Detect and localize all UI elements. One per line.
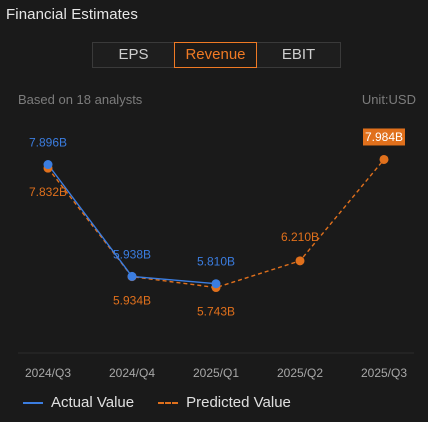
actual-value-label: 5.938B: [113, 247, 151, 261]
page-title: Financial Estimates: [6, 6, 138, 23]
legend: Actual Value Predicted Value: [23, 394, 315, 411]
x-tick-label: 2025/Q1: [193, 366, 239, 380]
metric-tabs: EPS Revenue EBIT: [92, 42, 341, 68]
x-tick-label: 2024/Q4: [109, 366, 155, 380]
tab-ebit[interactable]: EBIT: [256, 42, 341, 68]
actual-line-swatch: [23, 401, 43, 404]
revenue-chart: 2024/Q3 2024/Q4 2025/Q1 2025/Q2 2025/Q3 7.832…: [18, 128, 414, 380]
predicted-value-label: 5.934B: [113, 294, 151, 308]
legend-predicted-label: Predicted Value: [186, 394, 291, 411]
actual-value-label: 5.810B: [197, 255, 235, 269]
x-tick-label: 2025/Q3: [361, 366, 407, 380]
actual-value-label: 7.896B: [29, 136, 67, 150]
predicted-point: [295, 256, 305, 266]
legend-actual[interactable]: Actual Value: [23, 394, 134, 411]
legend-predicted[interactable]: Predicted Value: [158, 394, 291, 411]
x-tick-label: 2025/Q2: [277, 366, 323, 380]
predicted-value-label: 7.984B: [365, 130, 403, 144]
analyst-count: Based on 18 analysts: [18, 92, 143, 107]
tab-revenue[interactable]: Revenue: [174, 42, 257, 68]
predicted-highlight-badge: [363, 128, 405, 146]
predicted-value-label: 6.210B: [281, 230, 319, 244]
predicted-series-line: [47, 159, 385, 289]
predicted-point: [379, 154, 389, 164]
actual-point: [211, 279, 221, 289]
actual-point: [127, 271, 137, 281]
legend-actual-label: Actual Value: [51, 394, 135, 411]
actual-series-line: [47, 164, 217, 285]
predicted-value-label: 5.743B: [197, 305, 235, 319]
x-tick-label: 2024/Q3: [25, 366, 71, 380]
predicted-value-label: 7.832B: [29, 185, 67, 199]
actual-point: [43, 160, 53, 170]
unit-label: Unit:USD: [361, 92, 416, 107]
predicted-line-swatch: [158, 401, 179, 404]
